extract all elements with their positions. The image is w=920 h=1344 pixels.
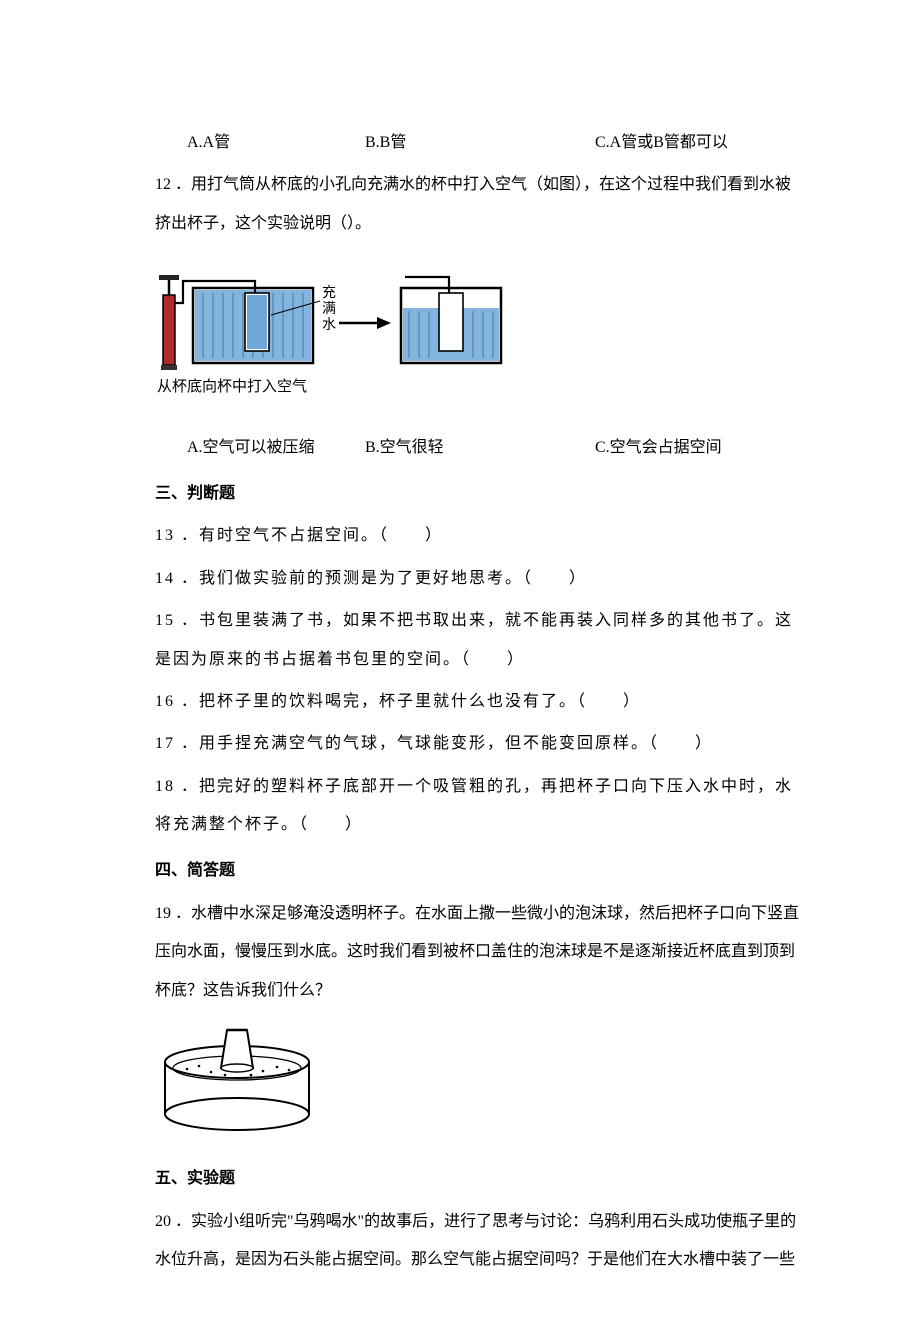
section3-title: 三、判断题 <box>155 475 800 513</box>
q13: 13 ．有时空气不占据空间。（ ） <box>155 517 800 555</box>
q11-option-b: B.B管 <box>365 124 595 162</box>
q12-option-c: C.空气会占据空间 <box>595 429 800 467</box>
section4-title: 四、简答题 <box>155 852 800 890</box>
q12-body: ．用打气筒从杯底的小孔向充满水的杯中打入空气（如图），在这个过程中我们看到水被挤… <box>155 176 791 231</box>
svg-text:满: 满 <box>322 301 336 317</box>
q12-option-a: A.空气可以被压缩 <box>155 429 365 467</box>
q18: 18 ．把完好的塑料杯子底部开一个吸管粗的孔，再把杯子口向下压入水中时，水将充满… <box>155 768 800 845</box>
q12-svg: 充 满 水 从杯底向杯中打入空气 <box>155 253 505 403</box>
q15: 15 ．书包里装满了书，如果不把书取出来，就不能再装入同样多的其他书了。这是因为… <box>155 602 800 679</box>
q20: 20 ．实验小组听完"乌鸦喝水"的故事后，进行了思考与讨论：乌鸦利用石头成功使瓶… <box>155 1203 800 1280</box>
q19-diagram <box>155 1020 800 1150</box>
q14: 14 ．我们做实验前的预测是为了更好地思考。（ ） <box>155 560 800 598</box>
q12-options: A.空气可以被压缩 B.空气很轻 C.空气会占据空间 <box>155 429 800 467</box>
q12-option-b: B.空气很轻 <box>365 429 595 467</box>
q11-options: A.A管 B.B管 C.A管或B管都可以 <box>155 124 800 162</box>
q16: 16 ．把杯子里的饮料喝完，杯子里就什么也没有了。（ ） <box>155 683 800 721</box>
svg-text:水: 水 <box>322 317 336 333</box>
q12-text: 12 ．用打气筒从杯底的小孔向充满水的杯中打入空气（如图），在这个过程中我们看到… <box>155 166 800 243</box>
q12-number: 12 <box>155 176 171 193</box>
q12-diagram: 充 满 水 从杯底向杯中打入空气 <box>155 253 800 418</box>
q12-label-full: 充 <box>322 285 336 301</box>
q19-svg <box>155 1020 320 1135</box>
q12-label-bottom: 从杯底向杯中打入空气 <box>157 378 307 395</box>
q11-option-a: A.A管 <box>155 124 365 162</box>
q11-option-c: C.A管或B管都可以 <box>595 124 800 162</box>
section5-title: 五、实验题 <box>155 1160 800 1198</box>
q19: 19 ．水槽中水深足够淹没透明杯子。在水面上撒一些微小的泡沫球，然后把杯子口向下… <box>155 895 800 1010</box>
q17: 17 ．用手捏充满空气的气球，气球能变形，但不能变回原样。（ ） <box>155 725 800 763</box>
